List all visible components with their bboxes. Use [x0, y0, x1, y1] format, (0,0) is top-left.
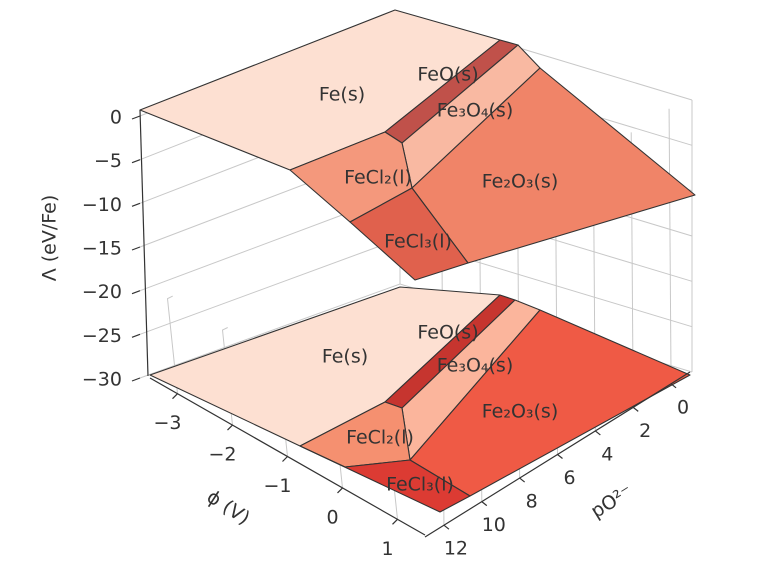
y-tick	[670, 383, 677, 389]
z-tick-label: −25	[82, 325, 122, 347]
z-tick	[131, 290, 141, 295]
x-tick	[282, 456, 288, 462]
region-label: Fe₂O₃(s)	[482, 171, 559, 193]
region-label: Fe(s)	[322, 346, 368, 368]
y-tick	[557, 454, 563, 459]
y-tick	[594, 430, 601, 436]
region-label: FeO(s)	[417, 64, 478, 86]
region-label: FeCl₂(l)	[344, 167, 412, 189]
grid-line	[668, 108, 672, 384]
x-tick-label: 1	[381, 538, 393, 560]
y-tick-label: 12	[444, 538, 468, 560]
z-tick-label: −10	[82, 194, 122, 216]
y-tick	[632, 406, 639, 412]
x-tick	[172, 393, 178, 400]
z-tick-label: −20	[82, 281, 122, 303]
region-label: Fe₃O₄(s)	[437, 100, 514, 122]
y-tick	[443, 524, 450, 530]
x-tick-label: −1	[263, 475, 291, 497]
z-tick	[131, 377, 141, 382]
x-tick-label: 0	[326, 506, 338, 528]
region-label: FeCl₃(l)	[386, 474, 454, 496]
x-tick-label: −2	[208, 444, 236, 466]
region-face	[299, 445, 471, 513]
region-label: Fe₃O₄(s)	[437, 355, 514, 377]
y-tick-label: 0	[677, 396, 689, 418]
z-tick	[131, 202, 141, 207]
grid-line	[166, 295, 178, 394]
y-tick	[481, 501, 488, 507]
y-tick-label: 4	[601, 443, 613, 465]
z-tick	[131, 246, 141, 251]
y-tick-label: 10	[482, 514, 506, 536]
z-tick-label: −15	[82, 238, 122, 260]
region-face	[289, 131, 413, 223]
z-tick	[131, 159, 141, 164]
z-tick-label: −5	[94, 150, 122, 172]
region-label: FeCl₂(l)	[346, 427, 414, 449]
region-label: Fe₂O₃(s)	[482, 401, 559, 423]
y-tick	[519, 477, 526, 483]
z-tick	[131, 333, 141, 338]
x-tick-label: −3	[153, 412, 181, 434]
x-tick	[392, 518, 398, 525]
region-face	[349, 187, 469, 281]
z-tick-label: 0	[110, 107, 122, 129]
z-axis-label: Λ (eV/Fe)	[39, 195, 61, 282]
y-tick-label: 6	[563, 467, 575, 489]
z-axis	[139, 109, 149, 377]
x-axis-label: ϕ (V)	[203, 486, 254, 530]
y-tick-label: 8	[526, 491, 538, 513]
region-label: Fe(s)	[319, 84, 365, 106]
y-tick-label: 2	[639, 420, 651, 442]
y-axis-label: pO²⁻	[587, 480, 637, 522]
region-label: FeCl₃(l)	[384, 231, 452, 253]
x-tick	[227, 424, 233, 431]
z-tick-label: −30	[82, 369, 122, 391]
region-label: FeO(s)	[417, 322, 478, 344]
z-tick	[131, 115, 141, 120]
x-tick	[337, 487, 343, 494]
